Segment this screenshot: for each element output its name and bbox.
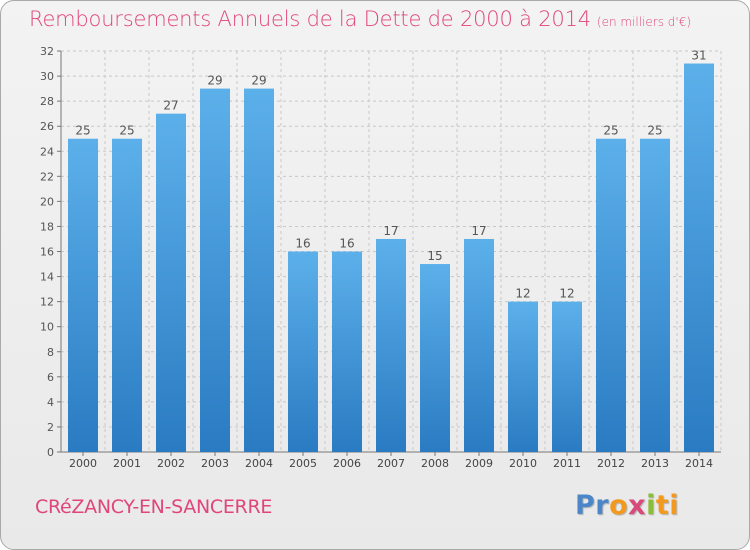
chart-title: Remboursements Annuels de la Dette de 20…: [29, 7, 691, 31]
data-label-2010: 12: [515, 287, 530, 301]
x-tick-label-2006: 2006: [333, 457, 361, 470]
bar-2013: [640, 138, 670, 452]
x-tick-label-2005: 2005: [289, 457, 317, 470]
data-labels: 25 25 27 29 29 16 16 17 15 17 12 12 25 25 31: [75, 49, 706, 301]
x-tick-label-2011: 2011: [553, 457, 581, 470]
bar-2001: [112, 138, 142, 452]
proxiti-logo[interactable]: Proxiti: [575, 490, 679, 521]
data-label-2006: 16: [339, 237, 354, 251]
y-tick-label: 28: [40, 95, 54, 108]
bar-2008: [420, 264, 450, 452]
bar-2007: [376, 238, 406, 452]
y-tick-label: 30: [40, 70, 54, 83]
bar-2002: [156, 113, 186, 452]
bar-2012: [596, 138, 626, 452]
data-label-2004: 29: [251, 74, 266, 88]
title-text: Remboursements Annuels de la Dette de 20…: [29, 7, 591, 31]
y-tick-label: 10: [40, 321, 54, 334]
data-label-2005: 16: [295, 237, 310, 251]
x-tick-label-2001: 2001: [113, 457, 141, 470]
data-label-2008: 15: [427, 249, 442, 263]
data-label-2000: 25: [75, 124, 90, 138]
title-unit: (en milliers d'€): [596, 15, 692, 29]
data-label-2001: 25: [119, 124, 134, 138]
y-tick-label: 0: [47, 446, 54, 459]
y-tick-label: 20: [40, 195, 54, 208]
x-tick-label-2009: 2009: [465, 457, 493, 470]
x-tick-label-2007: 2007: [377, 457, 405, 470]
bar-2014: [684, 63, 714, 452]
x-tick-label-2010: 2010: [509, 457, 537, 470]
data-label-2009: 17: [471, 224, 486, 238]
data-label-2011: 12: [559, 287, 574, 301]
data-label-2007: 17: [383, 224, 398, 238]
x-tick-label-2008: 2008: [421, 457, 449, 470]
logo-part-5: ti: [655, 490, 680, 521]
y-tick-label: 24: [40, 145, 54, 158]
y-tick-label: 16: [40, 246, 54, 259]
data-label-2002: 27: [163, 99, 178, 113]
logo-part-3: x: [628, 490, 647, 521]
city-name: CRéZANCY-EN-SANCERRE: [35, 496, 273, 518]
bars: [68, 63, 714, 452]
data-label-2013: 25: [647, 124, 662, 138]
bar-2003: [200, 88, 230, 452]
x-tick-label-2014: 2014: [685, 457, 713, 470]
bar-2004: [244, 88, 274, 452]
x-tick-label-2013: 2013: [641, 457, 669, 470]
bar-2005: [288, 251, 318, 452]
y-tick-label: 14: [40, 271, 54, 284]
y-tick-label: 32: [40, 45, 54, 58]
bar-2009: [464, 238, 494, 452]
y-tick-label: 26: [40, 120, 54, 133]
x-tick-label-2002: 2002: [157, 457, 185, 470]
y-tick-label: 22: [40, 170, 54, 183]
x-tick-label-2000: 2000: [69, 457, 97, 470]
y-tick-label: 18: [40, 220, 54, 233]
x-tick-label-2003: 2003: [201, 457, 229, 470]
y-tick-label: 12: [40, 296, 54, 309]
data-label-2003: 29: [207, 74, 222, 88]
logo-part-4: i: [646, 490, 656, 521]
logo-part-1: Pr: [575, 490, 610, 521]
bar-2000: [68, 138, 98, 452]
bar-2006: [332, 251, 362, 452]
x-tick-label-2012: 2012: [597, 457, 625, 470]
y-tick-label: 8: [47, 346, 54, 359]
y-tick-label: 6: [47, 371, 54, 384]
logo-part-2: o: [609, 490, 629, 521]
bar-2011: [552, 301, 582, 452]
bar-2010: [508, 301, 538, 452]
x-tick-label-2004: 2004: [245, 457, 273, 470]
y-tick-label: 4: [47, 396, 54, 409]
data-label-2012: 25: [603, 124, 618, 138]
data-label-2014: 31: [691, 49, 706, 63]
y-tick-label: 2: [47, 421, 54, 434]
